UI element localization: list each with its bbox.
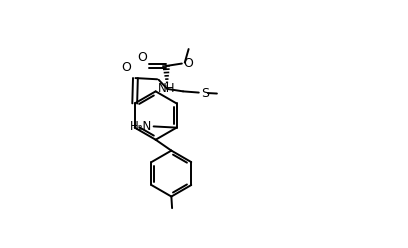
Text: H₂N: H₂N [130, 120, 152, 133]
Text: O: O [183, 57, 193, 70]
Text: S: S [201, 87, 209, 99]
Text: O: O [121, 62, 131, 74]
Text: NH: NH [158, 82, 176, 95]
Text: O: O [137, 51, 147, 64]
